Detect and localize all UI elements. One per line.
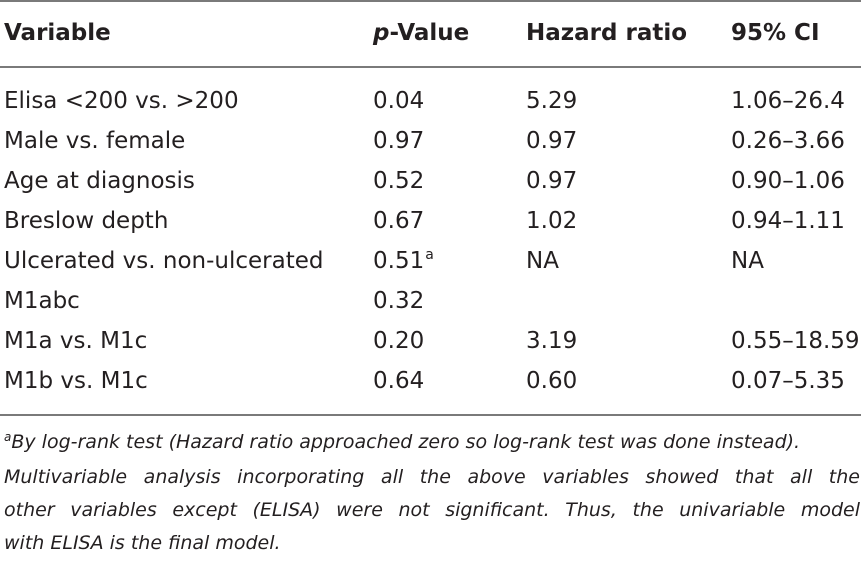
row-4-ci: 0.94–1.11 bbox=[731, 208, 845, 234]
row-2-p: 0.97 bbox=[373, 128, 425, 154]
header-rule bbox=[0, 66, 861, 68]
row-8-variable: M1b vs. M1c bbox=[4, 368, 148, 394]
header-p-italic: p bbox=[373, 20, 390, 46]
row-5-p: 0.51 bbox=[373, 248, 425, 274]
row-7-ci: 0.55–18.59 bbox=[731, 328, 860, 354]
row-2-ci: 0.26–3.66 bbox=[731, 128, 845, 154]
footnote-line-2: Multivariable analysis incorporating all… bbox=[4, 466, 860, 488]
row-8-hazard: 0.60 bbox=[526, 368, 578, 394]
header-p-suffix: -Value bbox=[389, 20, 470, 46]
row-6-p: 0.32 bbox=[373, 288, 425, 314]
row-3-p: 0.52 bbox=[373, 168, 425, 194]
header-p-value: p-Value bbox=[373, 13, 469, 53]
header-ci: 95% CI bbox=[731, 20, 820, 46]
row-7-hazard: 3.19 bbox=[526, 328, 578, 354]
footnote-mark: a bbox=[4, 430, 12, 444]
row-7-variable: M1a vs. M1c bbox=[4, 328, 148, 354]
row-2-hazard: 0.97 bbox=[526, 128, 578, 154]
table-footnote: aBy log-rank test (Hazard ratio approach… bbox=[4, 426, 860, 560]
row-6-variable: M1abc bbox=[4, 288, 80, 314]
row-5-variable: Ulcerated vs. non-ulcerated bbox=[4, 248, 324, 274]
row-3-hazard: 0.97 bbox=[526, 168, 578, 194]
row-4-variable: Breslow depth bbox=[4, 208, 169, 234]
row-1-ci: 1.06–26.4 bbox=[731, 88, 845, 114]
row-2-variable: Male vs. female bbox=[4, 128, 186, 154]
row-5-footnote-mark: a bbox=[425, 247, 434, 263]
row-5-ci: NA bbox=[731, 248, 764, 274]
table-bottom-rule bbox=[0, 414, 861, 416]
row-8-p: 0.64 bbox=[373, 368, 425, 394]
row-4-p: 0.67 bbox=[373, 208, 425, 234]
row-1-p: 0.04 bbox=[373, 88, 425, 114]
table-top-rule bbox=[0, 0, 861, 2]
footnote-text-1: By log-rank test (Hazard ratio approache… bbox=[11, 431, 801, 453]
row-1-variable: Elisa <200 vs. >200 bbox=[4, 88, 239, 114]
header-variable: Variable bbox=[4, 20, 111, 46]
footnote-line-1: aBy log-rank test (Hazard ratio approach… bbox=[4, 426, 860, 461]
row-7-p: 0.20 bbox=[373, 328, 425, 354]
row-1-hazard: 5.29 bbox=[526, 88, 578, 114]
row-5-hazard: NA bbox=[526, 248, 559, 274]
row-5-p-cell: 0.51a bbox=[373, 241, 434, 281]
header-hazard-ratio: Hazard ratio bbox=[526, 20, 688, 46]
row-4-hazard: 1.02 bbox=[526, 208, 578, 234]
footnote-line-3: other variables except (ELISA) were not … bbox=[4, 499, 860, 521]
row-3-variable: Age at diagnosis bbox=[4, 168, 195, 194]
row-8-ci: 0.07–5.35 bbox=[731, 368, 845, 394]
row-3-ci: 0.90–1.06 bbox=[731, 168, 845, 194]
footnote-line-4: with ELISA is the final model. bbox=[4, 532, 281, 554]
